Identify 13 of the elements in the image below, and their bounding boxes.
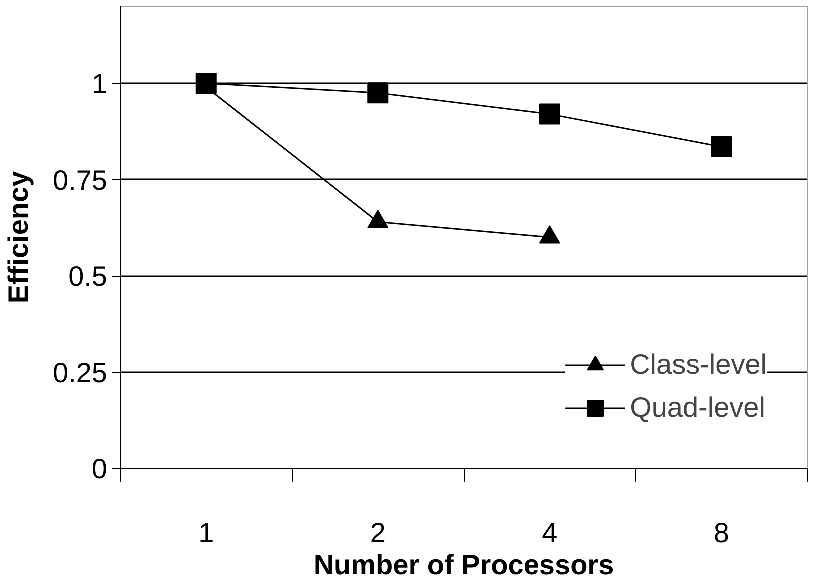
x-tick-label: 4 [542, 518, 558, 548]
x-tick-label: 1 [198, 518, 214, 548]
legend-label: Quad-level [630, 392, 766, 424]
legend-label: Class-level [630, 349, 767, 381]
x-tick-label: 2 [370, 518, 386, 548]
y-axis-title: Efficiency [3, 170, 34, 304]
y-tick-label: 0.25 [53, 357, 108, 388]
y-tick-label: 1 [92, 68, 108, 100]
y-tick-label: 0.5 [68, 261, 108, 292]
x-axis-title: Number of Processors [314, 550, 614, 580]
y-tick-label: 0 [92, 454, 108, 484]
x-tick-label: 8 [714, 518, 730, 548]
y-tick-label: 0.75 [53, 164, 108, 196]
